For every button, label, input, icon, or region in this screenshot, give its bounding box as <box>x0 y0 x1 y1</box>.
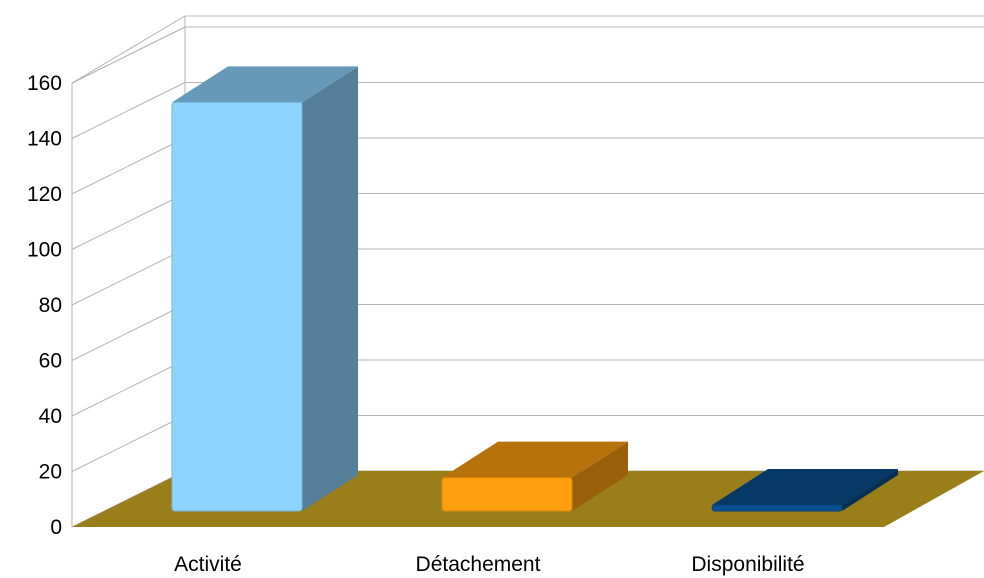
y-tick-label: 120 <box>27 183 62 206</box>
y-tick-label: 80 <box>39 294 62 317</box>
wall-top-edge <box>71 26 186 84</box>
gridline-side <box>71 359 186 417</box>
y-tick-label: 60 <box>39 350 62 373</box>
gridline-side <box>71 137 186 195</box>
bar-top <box>442 441 628 478</box>
bar-side <box>572 441 628 511</box>
bar-side <box>302 66 358 511</box>
chart-bars <box>171 66 898 512</box>
bar-detachement <box>441 441 628 512</box>
y-tick-label: 140 <box>27 128 62 151</box>
bar-top <box>172 66 358 103</box>
y-tick-label: 20 <box>39 461 62 484</box>
gridline-side <box>71 304 186 361</box>
x-tick-label: Détachement <box>416 553 541 576</box>
gridline-side <box>71 82 186 139</box>
gridline-side <box>71 193 186 250</box>
x-axis: Activité Détachement Disponibilité <box>174 553 804 576</box>
bar-front <box>441 477 573 512</box>
wall-top-diagonal <box>71 15 186 84</box>
y-tick-label: 0 <box>50 516 62 539</box>
bar-front <box>171 101 303 512</box>
y-tick-label: 160 <box>27 72 62 95</box>
x-tick-label: Disponibilité <box>691 553 804 576</box>
x-tick-label: Activité <box>174 553 242 576</box>
gridline-side <box>71 415 186 472</box>
y-tick-label: 40 <box>39 405 62 428</box>
gridline-side <box>71 248 186 306</box>
bar-front <box>711 504 843 512</box>
bar-top <box>712 469 898 505</box>
bar-activite <box>171 66 358 512</box>
bar-side <box>842 469 898 511</box>
bar-disponibilite <box>711 469 898 512</box>
y-tick-label: 100 <box>27 239 62 262</box>
y-axis: 0 20 40 60 80 100 120 140 160 <box>27 72 62 539</box>
